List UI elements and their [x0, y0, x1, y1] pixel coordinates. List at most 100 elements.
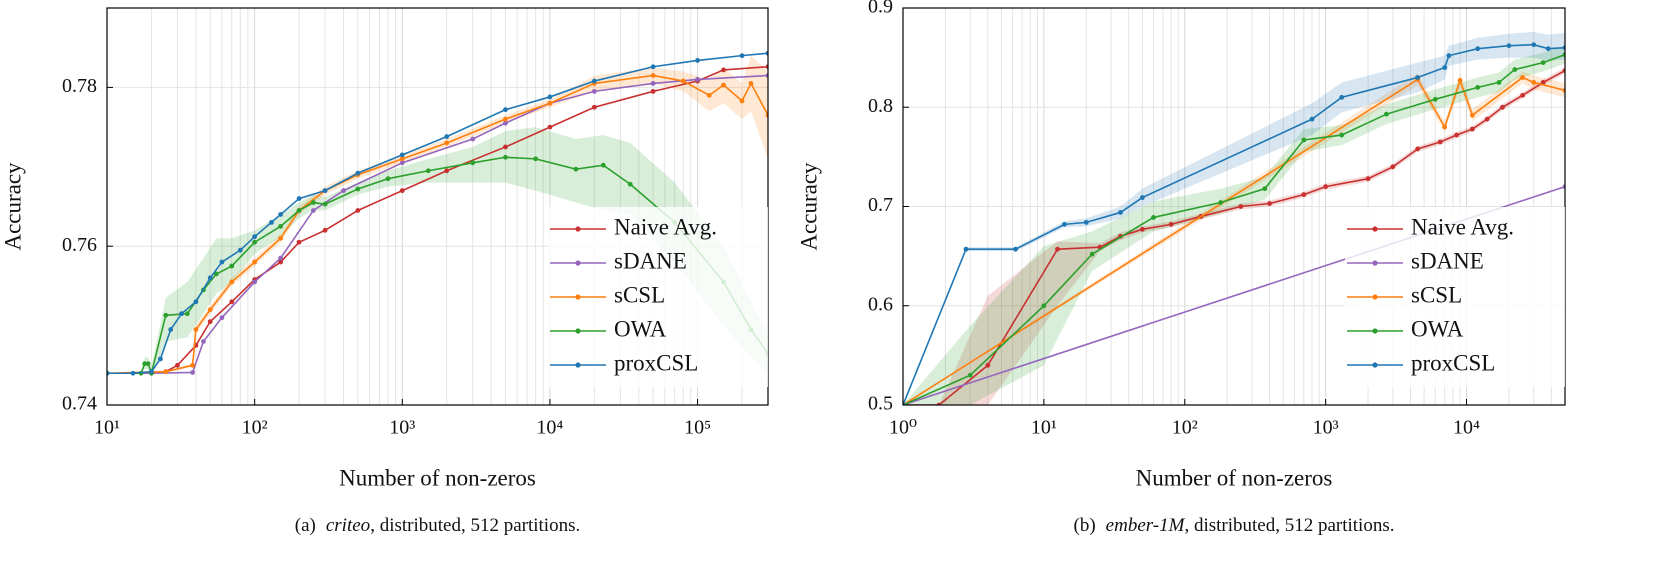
- legend-label: sDANE: [1411, 248, 1484, 273]
- data-point: [1013, 246, 1019, 252]
- legend-marker: [1372, 260, 1378, 266]
- series-line: [903, 53, 1565, 405]
- data-point: [184, 311, 190, 317]
- data-point: [1446, 53, 1452, 59]
- x-tick-label: 10⁵: [684, 417, 711, 439]
- data-point: [1437, 139, 1443, 145]
- y-tick-label: 0.74: [62, 393, 97, 415]
- data-point: [310, 200, 316, 205]
- data-point: [1475, 85, 1481, 90]
- data-point: [278, 223, 284, 229]
- data-point: [985, 362, 991, 368]
- legend-marker: [1372, 294, 1378, 300]
- data-point: [163, 312, 169, 318]
- data-point: [470, 160, 476, 166]
- data-point: [425, 168, 431, 174]
- data-point: [399, 152, 405, 158]
- data-point: [1339, 94, 1345, 100]
- data-point: [1512, 67, 1518, 72]
- chart-panel: 10¹ 10² 10³ 10⁴ 10⁵ 0.74 0.76 0.78 Naive Avg. sDA…: [0, 7, 769, 536]
- data-point: [573, 166, 579, 172]
- data-point: [1415, 146, 1421, 152]
- data-point: [399, 188, 405, 194]
- data-point: [213, 271, 219, 277]
- data-point: [1500, 104, 1505, 110]
- data-point: [739, 53, 745, 59]
- data-point: [229, 263, 235, 269]
- data-point: [252, 239, 258, 245]
- plot-frame: [106, 7, 769, 406]
- data-point: [168, 327, 174, 332]
- data-point: [1545, 46, 1551, 52]
- data-point: [252, 234, 258, 240]
- data-point: [470, 136, 476, 142]
- data-point: [1531, 80, 1537, 85]
- legend-marker: [575, 294, 581, 300]
- data-point: [296, 196, 302, 201]
- legend-label: OWA: [614, 316, 667, 341]
- data-point: [269, 219, 274, 225]
- y-tick-label: 0.6: [868, 293, 893, 315]
- data-point: [1218, 200, 1224, 205]
- confidence-band: [903, 67, 1565, 405]
- data-point: [322, 201, 328, 207]
- legend-marker: [1372, 226, 1378, 232]
- data-point: [237, 247, 243, 253]
- data-point: [229, 279, 235, 285]
- data-point: [748, 81, 754, 86]
- legend-marker: [575, 328, 581, 334]
- data-point: [503, 144, 508, 150]
- data-point: [149, 369, 154, 375]
- data-point: [1469, 126, 1475, 132]
- data-point: [163, 369, 169, 375]
- data-point: [1365, 176, 1371, 182]
- data-point: [650, 81, 656, 86]
- x-tick-label: 10¹: [1031, 417, 1057, 439]
- x-tick-label: 10³: [389, 417, 415, 439]
- data-point: [322, 227, 328, 233]
- confidence-band: [107, 55, 768, 374]
- data-point: [142, 361, 148, 367]
- data-point: [695, 77, 700, 82]
- data-point: [650, 73, 656, 78]
- legend-label: Naive Avg.: [1411, 214, 1514, 239]
- data-point: [547, 124, 553, 130]
- data-point: [322, 188, 328, 194]
- data-point: [1055, 246, 1060, 252]
- data-point: [355, 208, 361, 213]
- data-point: [193, 327, 199, 332]
- legend-marker: [575, 226, 581, 232]
- x-axis-title: Number of non-zeros: [339, 465, 536, 490]
- data-point: [1384, 111, 1389, 117]
- x-axis-title: Number of non-zeros: [1136, 465, 1333, 490]
- legend-marker: [575, 260, 581, 266]
- data-point: [1267, 201, 1272, 206]
- data-point: [1089, 251, 1095, 257]
- data-point: [219, 259, 225, 265]
- x-tick-label: 10⁰: [889, 417, 917, 439]
- data-point: [158, 356, 163, 362]
- data-point: [650, 64, 656, 70]
- data-point: [1118, 210, 1123, 215]
- data-point: [341, 188, 346, 194]
- data-point: [503, 120, 508, 126]
- caption-text: , distributed, 512 partitions.: [1184, 515, 1394, 536]
- data-point: [1062, 221, 1067, 227]
- plot-area: [107, 50, 768, 378]
- legend-label: proxCSL: [1411, 350, 1495, 375]
- data-point: [1496, 80, 1502, 85]
- data-point: [444, 140, 450, 146]
- data-point: [1083, 219, 1089, 225]
- confidence-band: [903, 45, 1565, 405]
- data-point: [967, 372, 973, 378]
- series-line: [107, 156, 768, 377]
- x-tick-label: 10⁴: [536, 417, 563, 439]
- data-point: [190, 362, 195, 368]
- data-point: [1139, 226, 1145, 232]
- data-point: [296, 208, 302, 213]
- y-tick-label: 0.78: [62, 75, 97, 97]
- data-point: [1301, 192, 1307, 197]
- data-point: [591, 78, 597, 84]
- data-point: [1506, 43, 1512, 49]
